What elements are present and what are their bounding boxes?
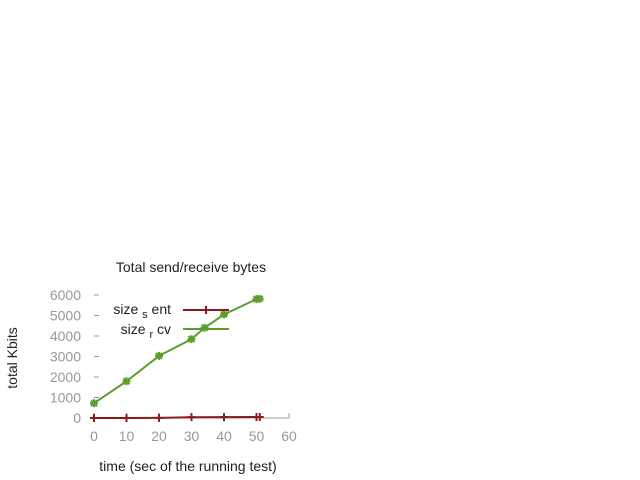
data-point bbox=[255, 294, 264, 303]
legend-marker bbox=[202, 306, 210, 314]
y-tick-label: 1000 bbox=[50, 390, 81, 406]
data-point bbox=[220, 413, 228, 422]
y-axis-label: total Kbits bbox=[4, 327, 20, 388]
x-tick-label: 50 bbox=[249, 428, 265, 444]
y-tick-label: 3000 bbox=[50, 349, 81, 365]
series-line-size_rcv bbox=[93, 297, 260, 405]
x-tick-label: 30 bbox=[184, 428, 200, 444]
series-size_rcv bbox=[90, 294, 264, 408]
data-point bbox=[187, 413, 196, 422]
data-point bbox=[155, 351, 163, 360]
y-tick-label: 4000 bbox=[50, 328, 81, 344]
axes: 0 10 20 30 40 50 60 0 1000 2000 3000 4000 5000 6000 bbox=[50, 287, 297, 444]
series-line-size_sent bbox=[94, 416, 260, 419]
data-point bbox=[200, 323, 209, 332]
legend-label: size s ent bbox=[113, 301, 171, 321]
data-point bbox=[122, 414, 131, 422]
data-point bbox=[90, 414, 98, 422]
series-layer bbox=[90, 294, 264, 422]
series-size_sent bbox=[90, 412, 264, 422]
x-tick-label: 60 bbox=[281, 428, 297, 444]
data-point bbox=[255, 412, 264, 421]
x-tick-label: 0 bbox=[90, 428, 98, 444]
x-axis-label: time (sec of the running test) bbox=[99, 458, 276, 474]
x-tick-label: 10 bbox=[119, 428, 135, 444]
data-point bbox=[122, 377, 131, 386]
y-tick-label: 6000 bbox=[50, 287, 81, 303]
chart-title: Total send/receive bytes bbox=[116, 259, 266, 275]
x-tick-label: 40 bbox=[216, 428, 232, 444]
data-point bbox=[90, 399, 98, 408]
data-point bbox=[155, 413, 163, 422]
x-tick-label: 20 bbox=[151, 428, 167, 444]
data-point bbox=[187, 335, 196, 344]
data-point bbox=[220, 310, 228, 319]
y-tick-label: 2000 bbox=[50, 369, 81, 385]
y-tick-label: 5000 bbox=[50, 308, 81, 324]
y-tick-label: 0 bbox=[73, 410, 81, 426]
legend-label: size r cv bbox=[121, 321, 171, 341]
